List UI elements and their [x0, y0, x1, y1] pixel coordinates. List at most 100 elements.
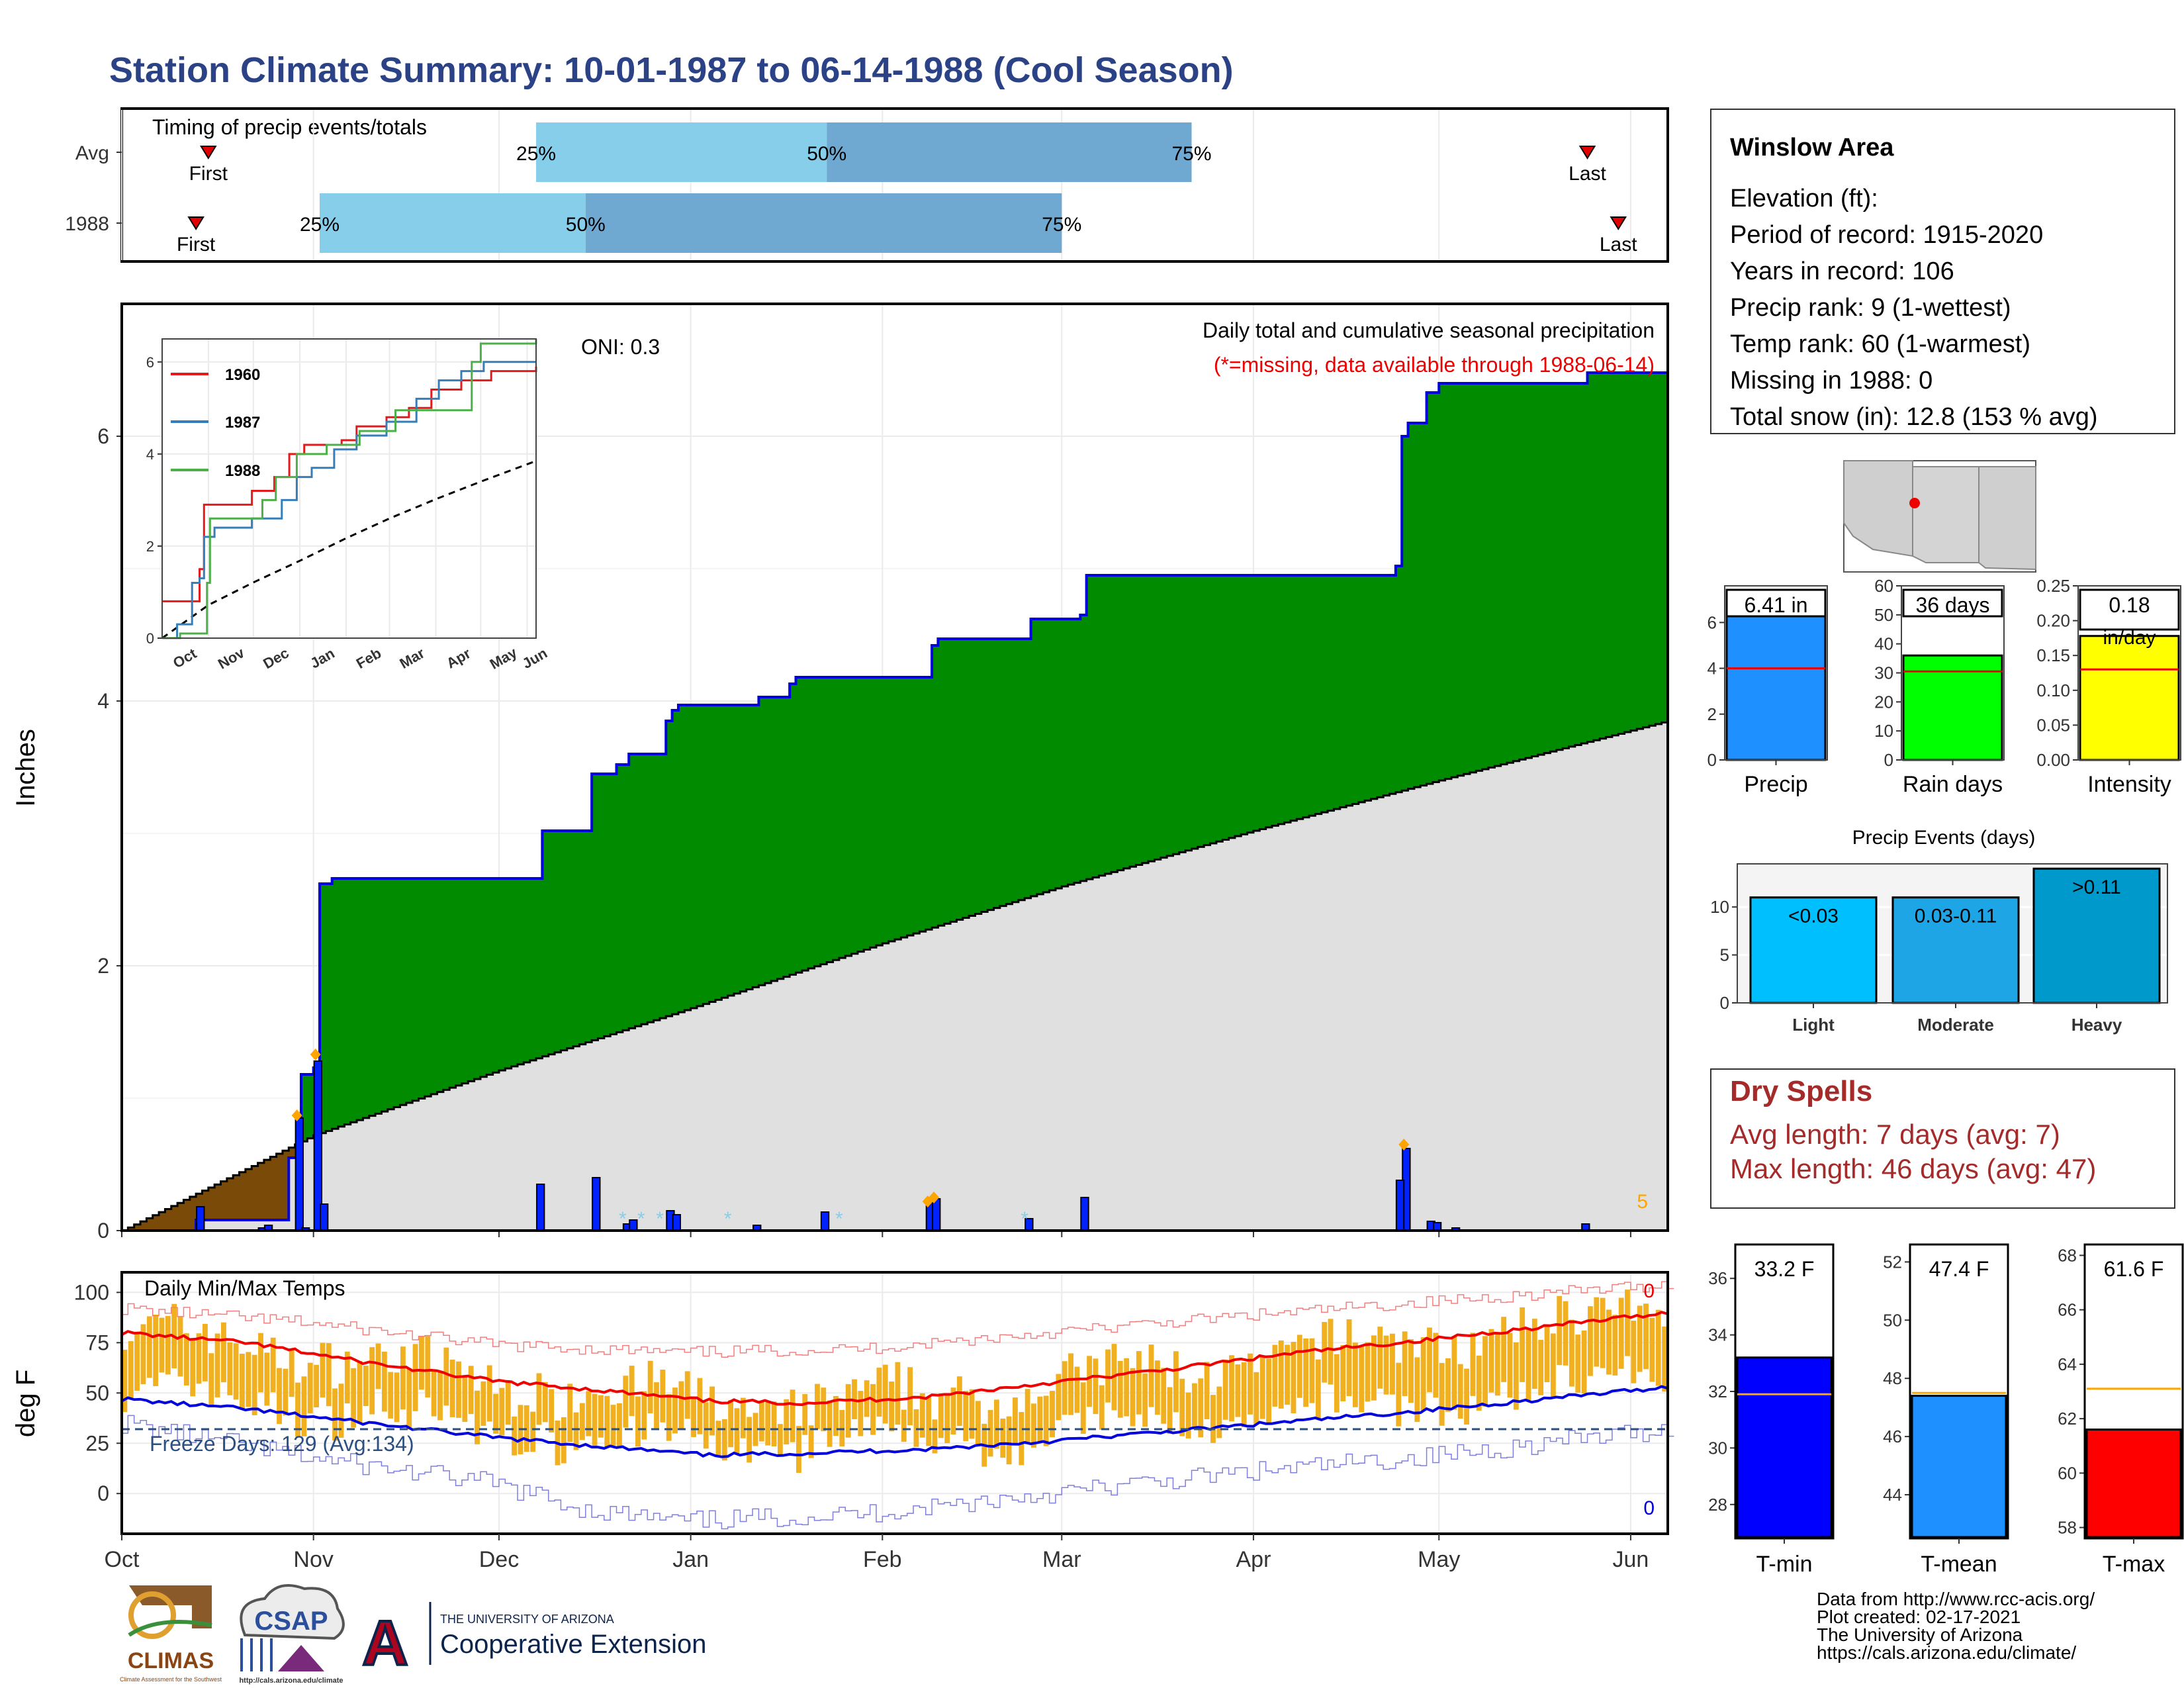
surplus-segment	[375, 878, 383, 1114]
daily-temp-bar	[246, 1352, 251, 1407]
surplus-segment	[1179, 575, 1186, 853]
summary-bar-label-box	[1725, 588, 1827, 618]
station-info-line: Temp rank: 60 (1-warmest)	[1730, 330, 2030, 358]
surplus-segment	[938, 639, 945, 926]
surplus-segment	[758, 697, 766, 986]
daily-precip-bar	[629, 1219, 638, 1231]
deficit-segment	[251, 1166, 259, 1220]
daily-temp-bar	[240, 1353, 245, 1410]
daily-temp-bar	[1241, 1362, 1247, 1428]
surplus-segment	[357, 878, 364, 1121]
temp-ytick-label: 50	[85, 1381, 109, 1405]
summary-bar-ytick-label: 0.15	[2036, 645, 2070, 665]
daily-temp-bar	[666, 1394, 672, 1441]
temp-ytick-label: 25	[85, 1431, 109, 1455]
ua-logo-bottom: Cooperative Extension	[440, 1630, 706, 1659]
daily-temp-bar	[1470, 1333, 1476, 1396]
daily-temp-bar	[1618, 1297, 1624, 1369]
surplus-segment	[1086, 575, 1093, 880]
csap-logo-bars	[240, 1638, 273, 1671]
timing-first-marker	[200, 146, 217, 160]
daily-temp-bar	[1167, 1387, 1173, 1434]
surplus-segment	[752, 705, 760, 988]
daily-temp-bar	[777, 1424, 783, 1456]
deficit-segment	[183, 1199, 191, 1231]
surplus-segment	[369, 878, 376, 1116]
daily-temp-bar	[394, 1372, 400, 1423]
daily-temp-bar	[561, 1417, 567, 1464]
dry-frame	[1710, 1068, 2175, 1209]
temp-ytick-label: 100	[74, 1280, 109, 1304]
surplus-segment	[969, 639, 976, 916]
temp-background	[122, 1272, 1668, 1534]
surplus-segment	[783, 697, 790, 977]
daily-temp-bar	[1451, 1336, 1457, 1410]
temp-summary-bar	[2085, 1429, 2182, 1538]
daily-temp-bar	[1371, 1335, 1377, 1401]
daily-temp-bar	[1080, 1382, 1086, 1434]
deficit-segment	[177, 1203, 185, 1231]
daily-temp-bar	[784, 1399, 790, 1445]
daily-temp-bar	[542, 1382, 548, 1423]
daily-temp-bar	[1074, 1366, 1080, 1413]
daily-temp-bar	[790, 1389, 796, 1442]
surplus-segment	[363, 878, 370, 1118]
surplus-segment	[1661, 373, 1668, 723]
timing-p75-label: 75%	[1042, 214, 1081, 236]
daily-temp-bar	[456, 1361, 461, 1418]
daily-temp-bar	[146, 1316, 152, 1378]
daily-temp-bar	[994, 1399, 999, 1449]
surplus-segment	[1346, 575, 1353, 806]
daily-temp-bar	[1569, 1319, 1574, 1387]
daily-temp-bar	[1056, 1374, 1062, 1421]
record-max-line	[122, 1281, 1674, 1358]
surplus-segment	[771, 697, 778, 981]
daily-temp-bar	[752, 1413, 758, 1446]
daily-temp-bar	[1377, 1327, 1383, 1389]
summary-bar-ytick-label: 40	[1874, 634, 1893, 654]
surplus-segment	[418, 878, 426, 1099]
precip-ylabel: Inches	[11, 729, 40, 807]
surplus-segment	[1148, 575, 1156, 862]
daily-temp-bar	[1365, 1342, 1371, 1402]
surplus-segment	[1469, 383, 1477, 773]
daily-temp-bar	[1031, 1403, 1036, 1448]
surplus-segment	[864, 677, 871, 950]
surplus-segment	[1432, 393, 1439, 782]
dry-max-length: Max length: 46 days (avg: 47)	[1730, 1153, 2096, 1184]
temp-summary-value: 47.4 F	[1929, 1257, 1989, 1281]
daily-temp-bar	[1649, 1317, 1655, 1382]
daily-temp-bar	[907, 1367, 913, 1426]
daily-temp-bar	[1019, 1412, 1024, 1466]
daily-temp-bar	[1185, 1392, 1191, 1438]
surplus-segment	[498, 878, 506, 1070]
surplus-segment	[449, 878, 457, 1088]
summary-bar	[2079, 635, 2180, 761]
surplus-segment	[801, 677, 809, 971]
surplus-segment	[1439, 383, 1446, 780]
events-category-label: Moderate	[1917, 1015, 1994, 1035]
daily-temp-bar	[369, 1347, 375, 1415]
daily-temp-bar	[475, 1390, 480, 1444]
surplus-segment	[1457, 383, 1465, 776]
daily-temp-bar	[629, 1366, 635, 1417]
surplus-segment	[622, 765, 629, 1031]
events-ytick-label: 0	[1720, 993, 1729, 1013]
temp-summary-ytick-label: 52	[1883, 1252, 1902, 1272]
surplus-segment	[486, 878, 494, 1075]
surplus-segment	[585, 831, 592, 1043]
ua-logo-top: THE UNIVERSITY OF ARIZONA	[440, 1613, 614, 1626]
daily-temp-bar	[1334, 1354, 1340, 1413]
surplus-segment	[993, 639, 1001, 908]
temp-summary-ytick-label: 68	[2058, 1245, 2077, 1265]
surplus-segment	[1309, 575, 1316, 816]
daily-temp-bar	[536, 1373, 542, 1425]
deficit-segment	[245, 1169, 252, 1220]
surplus-segment	[1414, 423, 1421, 788]
events-bar	[1891, 896, 2020, 1004]
daily-temp-bar	[672, 1387, 678, 1434]
daily-temp-bar	[1198, 1378, 1204, 1438]
surplus-segment	[529, 878, 537, 1060]
daily-temp-bar	[1525, 1328, 1531, 1401]
